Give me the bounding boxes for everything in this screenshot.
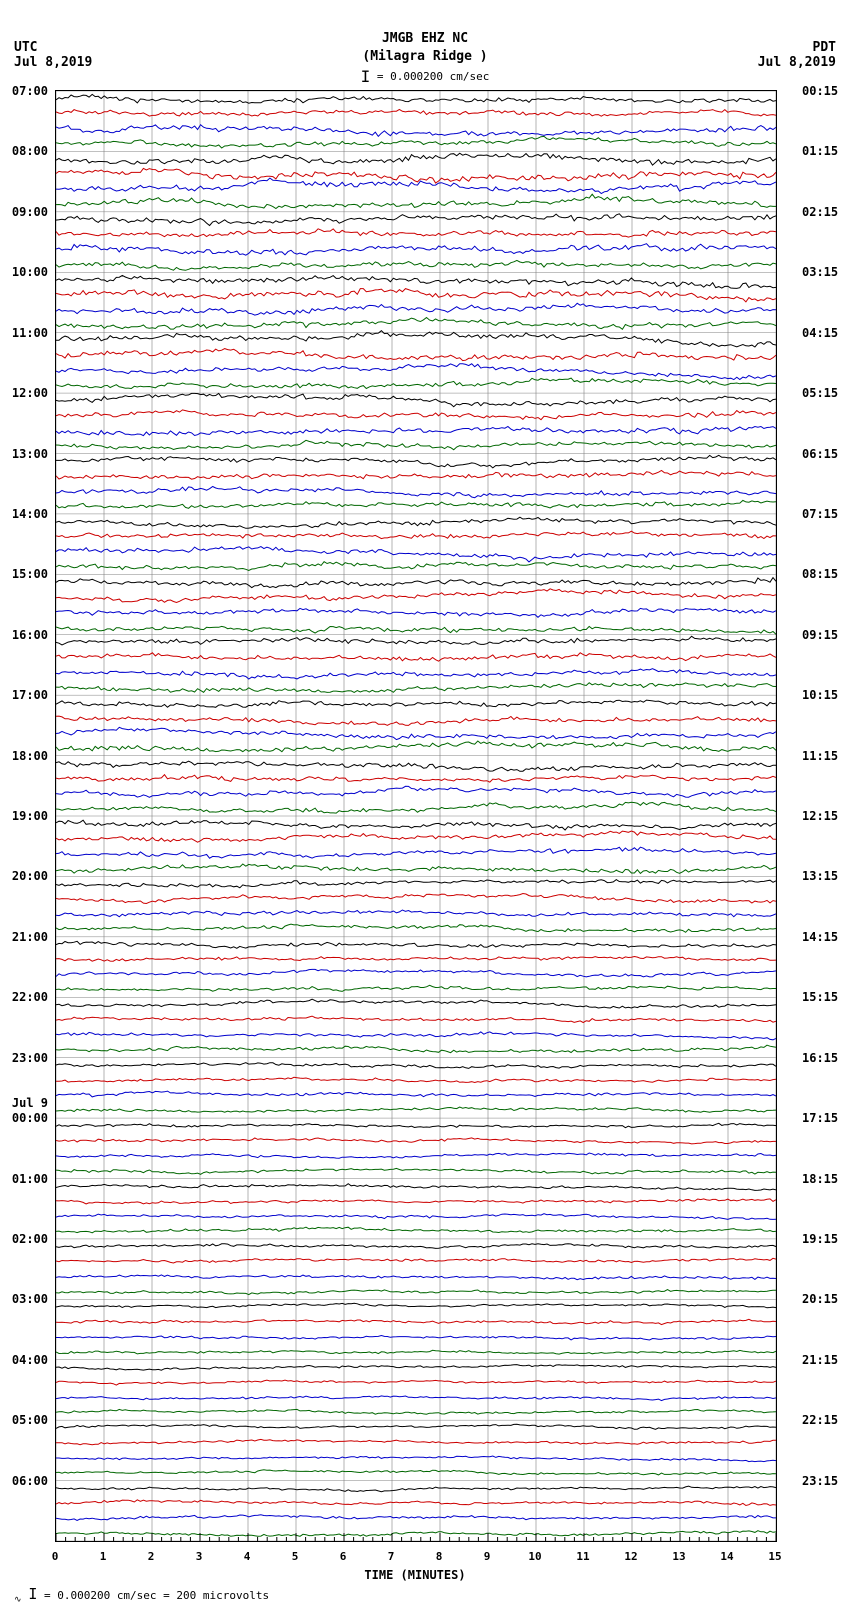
left-time-label: 07:00 [12,84,48,98]
right-time-label: 22:15 [802,1413,838,1427]
right-time-label: 09:15 [802,628,838,642]
x-tick: 11 [576,1550,589,1563]
left-time-label: 18:00 [12,749,48,763]
left-time-label: 22:00 [12,990,48,1004]
x-tick: 5 [292,1550,299,1563]
right-timezone: PDT [813,40,836,55]
left-time-label: 08:00 [12,144,48,158]
scale-text: = 0.000200 cm/sec [370,70,489,83]
header: JMGB EHZ NC (Milagra Ridge ) [0,30,850,66]
right-time-label: 05:15 [802,386,838,400]
x-tick: 2 [148,1550,155,1563]
x-tick: 9 [484,1550,491,1563]
right-time-label: 15:15 [802,990,838,1004]
left-time-label: 01:00 [12,1172,48,1186]
x-tick: 7 [388,1550,395,1563]
right-time-label: 12:15 [802,809,838,823]
seismogram-helicorder: JMGB EHZ NC (Milagra Ridge ) I = 0.00020… [0,0,850,1613]
x-tick: 6 [340,1550,347,1563]
right-time-label: 14:15 [802,930,838,944]
left-time-label: 09:00 [12,205,48,219]
right-date: Jul 8,2019 [758,55,836,70]
footer-text: = 0.000200 cm/sec = 200 microvolts [37,1589,269,1602]
x-tick: 4 [244,1550,251,1563]
left-time-label: 11:00 [12,326,48,340]
left-time-label: 13:00 [12,447,48,461]
right-time-label: 07:15 [802,507,838,521]
left-time-label: 00:00 [12,1111,48,1125]
right-time-label: 10:15 [802,688,838,702]
left-date: Jul 8,2019 [14,55,92,70]
left-time-label: 06:00 [12,1474,48,1488]
x-tick: 3 [196,1550,203,1563]
left-time-label: 20:00 [12,869,48,883]
x-tick: 13 [672,1550,685,1563]
right-time-label: 02:15 [802,205,838,219]
left-time-label: 16:00 [12,628,48,642]
right-time-label: 06:15 [802,447,838,461]
right-time-label: 20:15 [802,1292,838,1306]
left-time-label: 19:00 [12,809,48,823]
left-time-labels: 07:0008:0009:0010:0011:0012:0013:0014:00… [0,90,52,1540]
x-axis-label: TIME (MINUTES) [55,1568,775,1582]
left-time-label: 05:00 [12,1413,48,1427]
right-time-label: 00:15 [802,84,838,98]
helicorder-svg [56,91,776,1541]
right-time-label: 23:15 [802,1474,838,1488]
left-time-label: 03:00 [12,1292,48,1306]
x-axis: TIME (MINUTES) 0123456789101112131415 [55,1540,775,1580]
right-time-label: 19:15 [802,1232,838,1246]
left-timezone: UTC [14,40,37,55]
left-time-label: 12:00 [12,386,48,400]
left-time-label: 15:00 [12,567,48,581]
right-time-label: 21:15 [802,1353,838,1367]
left-time-label: 23:00 [12,1051,48,1065]
right-time-label: 04:15 [802,326,838,340]
left-time-label: 04:00 [12,1353,48,1367]
x-tick: 15 [768,1550,781,1563]
right-time-label: 18:15 [802,1172,838,1186]
left-time-label: 21:00 [12,930,48,944]
x-tick: 1 [100,1550,107,1563]
right-time-label: 13:15 [802,869,838,883]
x-tick: 14 [720,1550,733,1563]
left-time-label: 17:00 [12,688,48,702]
x-tick: 8 [436,1550,443,1563]
left-time-label: 14:00 [12,507,48,521]
scale-note: I = 0.000200 cm/sec [0,65,850,84]
right-time-label: 08:15 [802,567,838,581]
x-tick: 0 [52,1550,59,1563]
plot-area [55,90,777,1542]
right-time-label: 16:15 [802,1051,838,1065]
right-time-label: 11:15 [802,749,838,763]
right-time-label: 01:15 [802,144,838,158]
left-time-label: 02:00 [12,1232,48,1246]
right-time-labels: 00:1501:1502:1503:1504:1505:1506:1507:15… [798,90,850,1540]
left-time-label: Jul 9 [12,1096,48,1110]
right-time-label: 03:15 [802,265,838,279]
footer-scale: ∿ I = 0.000200 cm/sec = 200 microvolts [14,1585,269,1605]
left-time-label: 10:00 [12,265,48,279]
x-tick: 12 [624,1550,637,1563]
right-time-label: 17:15 [802,1111,838,1125]
x-tick: 10 [528,1550,541,1563]
location-line: (Milagra Ridge ) [0,48,850,66]
station-line: JMGB EHZ NC [0,30,850,48]
